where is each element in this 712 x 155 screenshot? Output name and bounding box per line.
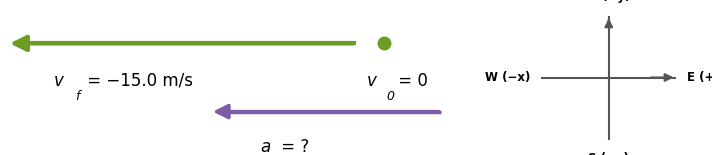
Text: E (+x): E (+x)	[687, 71, 712, 84]
Text: = ?: = ?	[276, 138, 310, 155]
Text: S (−y): S (−y)	[588, 152, 629, 155]
Text: v: v	[53, 72, 63, 90]
Text: = −15.0 m/s: = −15.0 m/s	[82, 72, 193, 90]
Text: f: f	[75, 90, 79, 103]
Text: N (+y): N (+y)	[587, 0, 630, 3]
Text: v: v	[367, 72, 377, 90]
Text: W (−x): W (−x)	[485, 71, 530, 84]
Text: = 0: = 0	[393, 72, 428, 90]
Text: a: a	[260, 138, 270, 155]
Text: 0: 0	[387, 90, 394, 103]
